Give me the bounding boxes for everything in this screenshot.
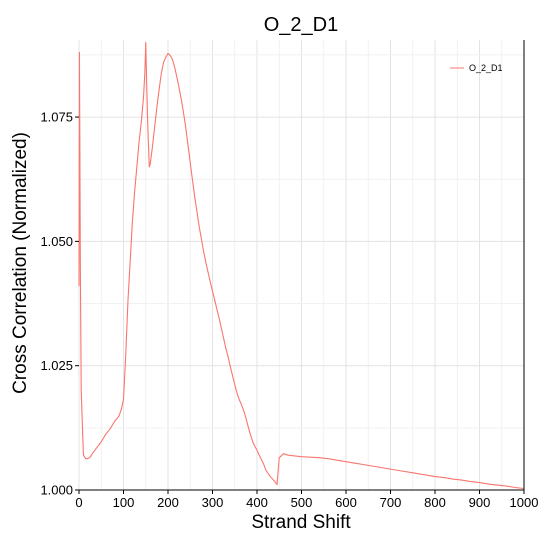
x-tick-label: 500	[291, 495, 313, 510]
y-tick-label: 1.000	[40, 483, 73, 498]
y-axis-title: Cross Correlation (Normalized)	[10, 132, 31, 394]
x-tick-label: 700	[380, 495, 402, 510]
y-tick-label: 1.075	[40, 110, 73, 125]
series-line-o-2-d1	[78, 41, 525, 490]
x-tick-label: 200	[157, 495, 179, 510]
x-tick-label: 1000	[510, 495, 539, 510]
y-tick-label: 1.025	[40, 358, 73, 373]
x-tick-label: 300	[202, 495, 224, 510]
x-axis-title: Strand Shift	[251, 512, 351, 533]
y-tick-label: 1.050	[40, 234, 73, 249]
x-tick-label: 800	[424, 495, 446, 510]
chart-title: O_2_D1	[264, 14, 339, 36]
x-tick-label: 400	[246, 495, 268, 510]
x-tick-label: 0	[75, 495, 82, 510]
axes: 0 100 200 300 400 500 600 700 800 900 1000 1.000 1.0…	[40, 40, 538, 510]
legend-label: O_2_D1	[469, 63, 503, 73]
x-tick-label: 100	[113, 495, 135, 510]
series-layer	[78, 41, 525, 490]
legend: O_2_D1	[450, 63, 503, 73]
x-tick-label: 600	[335, 495, 357, 510]
x-tick-label: 900	[469, 495, 491, 510]
grid	[78, 40, 525, 491]
